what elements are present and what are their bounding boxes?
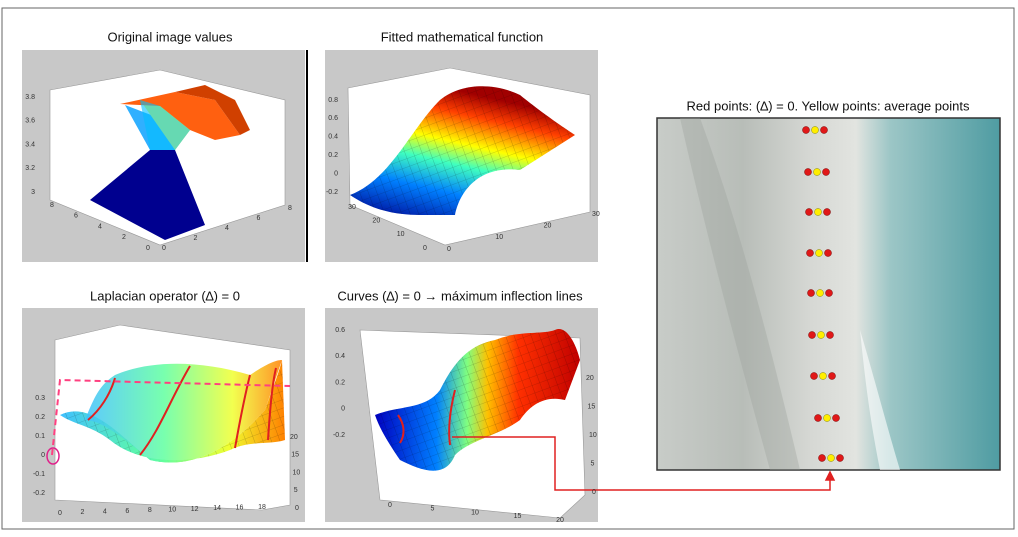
tick-label: 6 (74, 213, 78, 220)
tick-label: 6 (125, 508, 129, 515)
red-point (829, 373, 836, 380)
red-point (806, 209, 813, 216)
tick-label: 10 (293, 469, 301, 476)
red-point (805, 169, 812, 176)
tick-label: 3.2 (25, 165, 35, 172)
tick-label: 3.6 (25, 118, 35, 125)
red-point (823, 169, 830, 176)
tick-label: 8 (50, 202, 54, 209)
yellow-point (815, 209, 822, 216)
red-point (809, 332, 816, 339)
tick-label: 6 (257, 215, 261, 222)
tick-label: 4 (98, 223, 102, 230)
tick-label: 30 (592, 211, 600, 218)
tick-label: 0 (423, 245, 427, 252)
tick-label: 0 (388, 502, 392, 509)
red-point (821, 127, 828, 134)
tick-label: 10 (397, 231, 405, 238)
tick-label: 3.8 (25, 94, 35, 101)
tick-label: 0.6 (328, 115, 338, 122)
tick-label: 0 (447, 246, 451, 253)
red-point (803, 127, 810, 134)
tick-label: 0 (41, 452, 45, 459)
tick-label: -0.2 (333, 432, 345, 439)
tick-label: 0 (295, 505, 299, 512)
tick-label: 20 (544, 223, 552, 230)
tick-label: 5 (591, 460, 595, 467)
panel-title: Curves (∆) = 0 → máximum inflection line… (337, 288, 583, 303)
tick-label: 0.2 (328, 152, 338, 159)
tick-label: -0.2 (326, 189, 338, 196)
red-point (837, 455, 844, 462)
tick-label: 5 (431, 506, 435, 513)
red-point (824, 209, 831, 216)
tick-label: 2 (194, 235, 198, 242)
tick-label: 0.8 (328, 97, 338, 104)
tick-label: 2 (80, 509, 84, 516)
tick-label: 0 (146, 245, 150, 252)
tick-label: 0.3 (35, 395, 45, 402)
tick-label: 10 (589, 432, 597, 439)
tick-label: 20 (586, 375, 594, 382)
tick-label: 30 (348, 204, 356, 211)
tick-label: 16 (236, 505, 244, 512)
red-point (827, 332, 834, 339)
tick-label: 0 (592, 489, 596, 496)
tick-label: 3.4 (25, 141, 35, 148)
red-point (815, 415, 822, 422)
red-point (826, 290, 833, 297)
tick-label: 0 (58, 510, 62, 517)
tick-label: 15 (588, 403, 596, 410)
red-point (825, 250, 832, 257)
tick-label: 4 (225, 225, 229, 232)
red-point (808, 290, 815, 297)
yellow-point (820, 373, 827, 380)
tick-label: 20 (372, 218, 380, 225)
tick-label: 0.4 (328, 134, 338, 141)
yellow-point (817, 290, 824, 297)
tick-label: 15 (514, 513, 522, 520)
tick-label: 10 (471, 509, 479, 516)
tick-label: 18 (258, 504, 266, 511)
tick-label: 15 (291, 452, 299, 459)
red-point (819, 455, 826, 462)
tick-label: 0.2 (335, 379, 345, 386)
tick-label: 14 (213, 505, 221, 512)
tick-label: -0.1 (33, 471, 45, 478)
tick-label: 0.4 (335, 353, 345, 360)
tick-label: 4 (103, 509, 107, 516)
tick-label: 8 (148, 507, 152, 514)
red-point (807, 250, 814, 257)
tick-label: 0.1 (35, 433, 45, 440)
tick-label: 0.2 (35, 414, 45, 421)
tick-label: 20 (290, 434, 298, 441)
figure: Original image values Fitted mathematica… (0, 0, 1018, 532)
yellow-point (812, 127, 819, 134)
yellow-point (828, 455, 835, 462)
yellow-point (814, 169, 821, 176)
tick-label: 5 (294, 487, 298, 494)
panel-title: Original image values (107, 29, 233, 44)
yellow-point (816, 250, 823, 257)
tick-label: 0 (341, 406, 345, 413)
red-point (833, 415, 840, 422)
tick-label: 0 (334, 170, 338, 177)
tick-label: 0 (162, 245, 166, 252)
panel-title: Laplacian operator (∆) = 0 (90, 288, 240, 303)
panel-title: Fitted mathematical function (381, 29, 544, 44)
tick-label: -0.2 (33, 490, 45, 497)
tick-label: 8 (288, 205, 292, 212)
red-point (811, 373, 818, 380)
tick-label: 2 (122, 234, 126, 241)
tick-label: 0.6 (335, 327, 345, 334)
image-title: Red points: (∆) = 0. Yellow points: aver… (687, 98, 970, 113)
tick-label: 10 (495, 234, 503, 241)
tick-label: 3 (31, 189, 35, 196)
tick-label: 20 (556, 517, 564, 524)
yellow-point (824, 415, 831, 422)
tick-label: 10 (168, 507, 176, 514)
yellow-point (818, 332, 825, 339)
tick-label: 12 (191, 506, 199, 513)
